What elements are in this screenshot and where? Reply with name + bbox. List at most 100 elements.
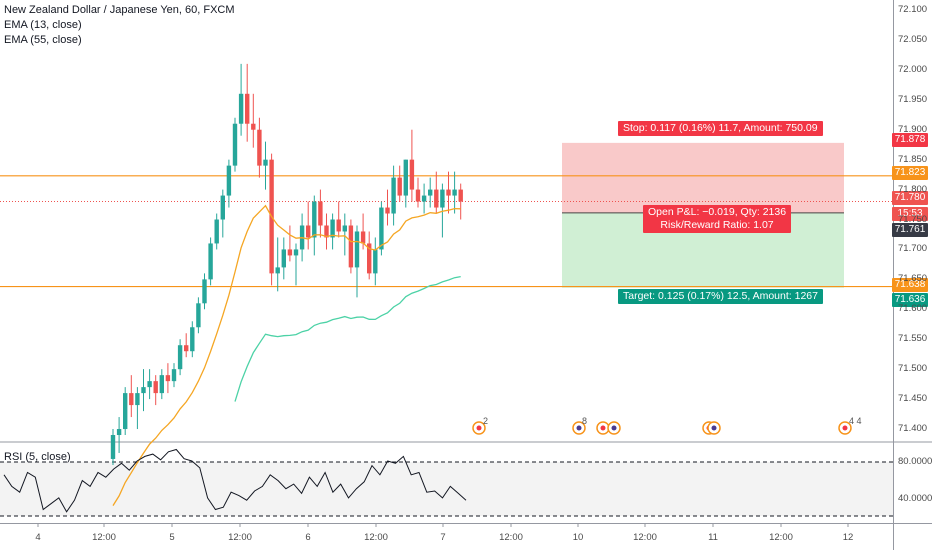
price-tick: 71.800 (898, 183, 928, 195)
event-marker-icon (607, 421, 621, 435)
candle (116, 417, 122, 453)
ema55-legend[interactable]: EMA (55, close) (4, 34, 82, 46)
ema13-line (112, 204, 461, 506)
candle-body (379, 207, 384, 250)
candle-body (403, 159, 408, 196)
price-tick: 72.050 (898, 33, 928, 45)
candle (177, 339, 183, 376)
candle-body (171, 369, 177, 382)
candle-body (190, 327, 195, 352)
candle (129, 375, 134, 418)
candle (293, 243, 299, 286)
candle-body (293, 249, 299, 256)
rsi-line (3, 448, 467, 513)
candle (190, 321, 195, 358)
rsi-legend[interactable]: RSI (5, close) (4, 451, 71, 463)
candle (385, 189, 390, 226)
candle-body (123, 393, 128, 430)
candle (403, 159, 408, 208)
price-tick: 71.650 (898, 273, 928, 285)
target-label-box: Target: 0.125 (0.17%) 12.5, Amount: 1267 (618, 289, 823, 304)
candle (354, 225, 360, 298)
candle-body (208, 243, 213, 280)
time-tick: 6 (305, 532, 311, 543)
ema55-line (234, 275, 461, 402)
candle (147, 369, 152, 400)
candle-body (281, 249, 286, 268)
candle (415, 177, 421, 208)
candle-body (446, 189, 451, 196)
candle-body (428, 189, 433, 196)
candle (165, 363, 171, 394)
open-price-tag: 71.761 (892, 223, 928, 237)
candle-body (342, 225, 347, 232)
candle (238, 63, 244, 136)
candle-body (202, 279, 207, 304)
candle (141, 369, 146, 412)
last-price-tag: 71.780 (892, 191, 928, 205)
candle (428, 177, 433, 208)
price-tick: 71.900 (898, 123, 928, 135)
candle (226, 159, 232, 208)
countdown-tag: 15:53 (892, 207, 928, 221)
chart-legend: New Zealand Dollar / Japanese Yen, 60, F… (4, 3, 235, 48)
candle (306, 201, 311, 250)
candle (440, 183, 445, 238)
candle (196, 297, 201, 334)
candle (208, 237, 213, 286)
candle (318, 189, 323, 238)
candle (324, 213, 329, 250)
price-tick: 71.450 (898, 393, 928, 405)
price-tick: 71.400 (898, 423, 928, 435)
candle-body (434, 189, 439, 208)
candle-body (421, 195, 427, 202)
lower-line-price-tag: 71.638 (892, 278, 928, 292)
candle-body (312, 201, 317, 238)
candle-body (245, 93, 250, 124)
candle (367, 231, 372, 280)
candle-body (287, 249, 293, 256)
candle-body (318, 201, 323, 226)
candle-body (415, 189, 421, 202)
candle-body (129, 393, 134, 406)
candle (287, 225, 293, 262)
upper-line-price-tag: 71.823 (892, 166, 928, 180)
candle (397, 165, 402, 202)
candle-body (324, 225, 329, 238)
candle-body (263, 159, 268, 166)
candle-body (391, 177, 396, 214)
ema13-legend[interactable]: EMA (13, close) (4, 19, 82, 31)
time-tick: 12:00 (364, 532, 388, 543)
candle-body (330, 219, 335, 238)
candle-body (184, 345, 189, 352)
candle (421, 183, 427, 214)
open-pnl-text: Open P&L: −0.019, Qty: 2136 (648, 206, 787, 218)
candle (220, 189, 225, 238)
candle-body (367, 243, 372, 274)
candle-body (238, 93, 244, 124)
candle-body (452, 189, 457, 196)
price-tick: 72.100 (898, 3, 928, 15)
time-tick: 11 (708, 532, 718, 543)
event-count-label: 8 (582, 416, 587, 426)
risk-reward-text: Risk/Reward Ratio: 1.07 (660, 219, 774, 231)
event-count-label: 4 4 (849, 416, 862, 426)
price-tick: 71.850 (898, 153, 928, 165)
candle (251, 93, 256, 148)
candle-body (354, 231, 360, 268)
event-marker-icon (596, 421, 610, 435)
candle (135, 387, 140, 430)
time-tick: 12:00 (92, 532, 116, 543)
candle (336, 201, 341, 238)
candle (452, 171, 457, 214)
price-tick: 72.000 (898, 63, 928, 75)
candle-body (348, 225, 354, 268)
candle-body (110, 435, 116, 459)
symbol-title[interactable]: New Zealand Dollar / Japanese Yen, 60, F… (4, 4, 235, 16)
candle-body (275, 267, 280, 274)
candle (232, 117, 238, 172)
candle (123, 387, 128, 436)
candle (110, 429, 116, 465)
candle-body (373, 249, 378, 274)
